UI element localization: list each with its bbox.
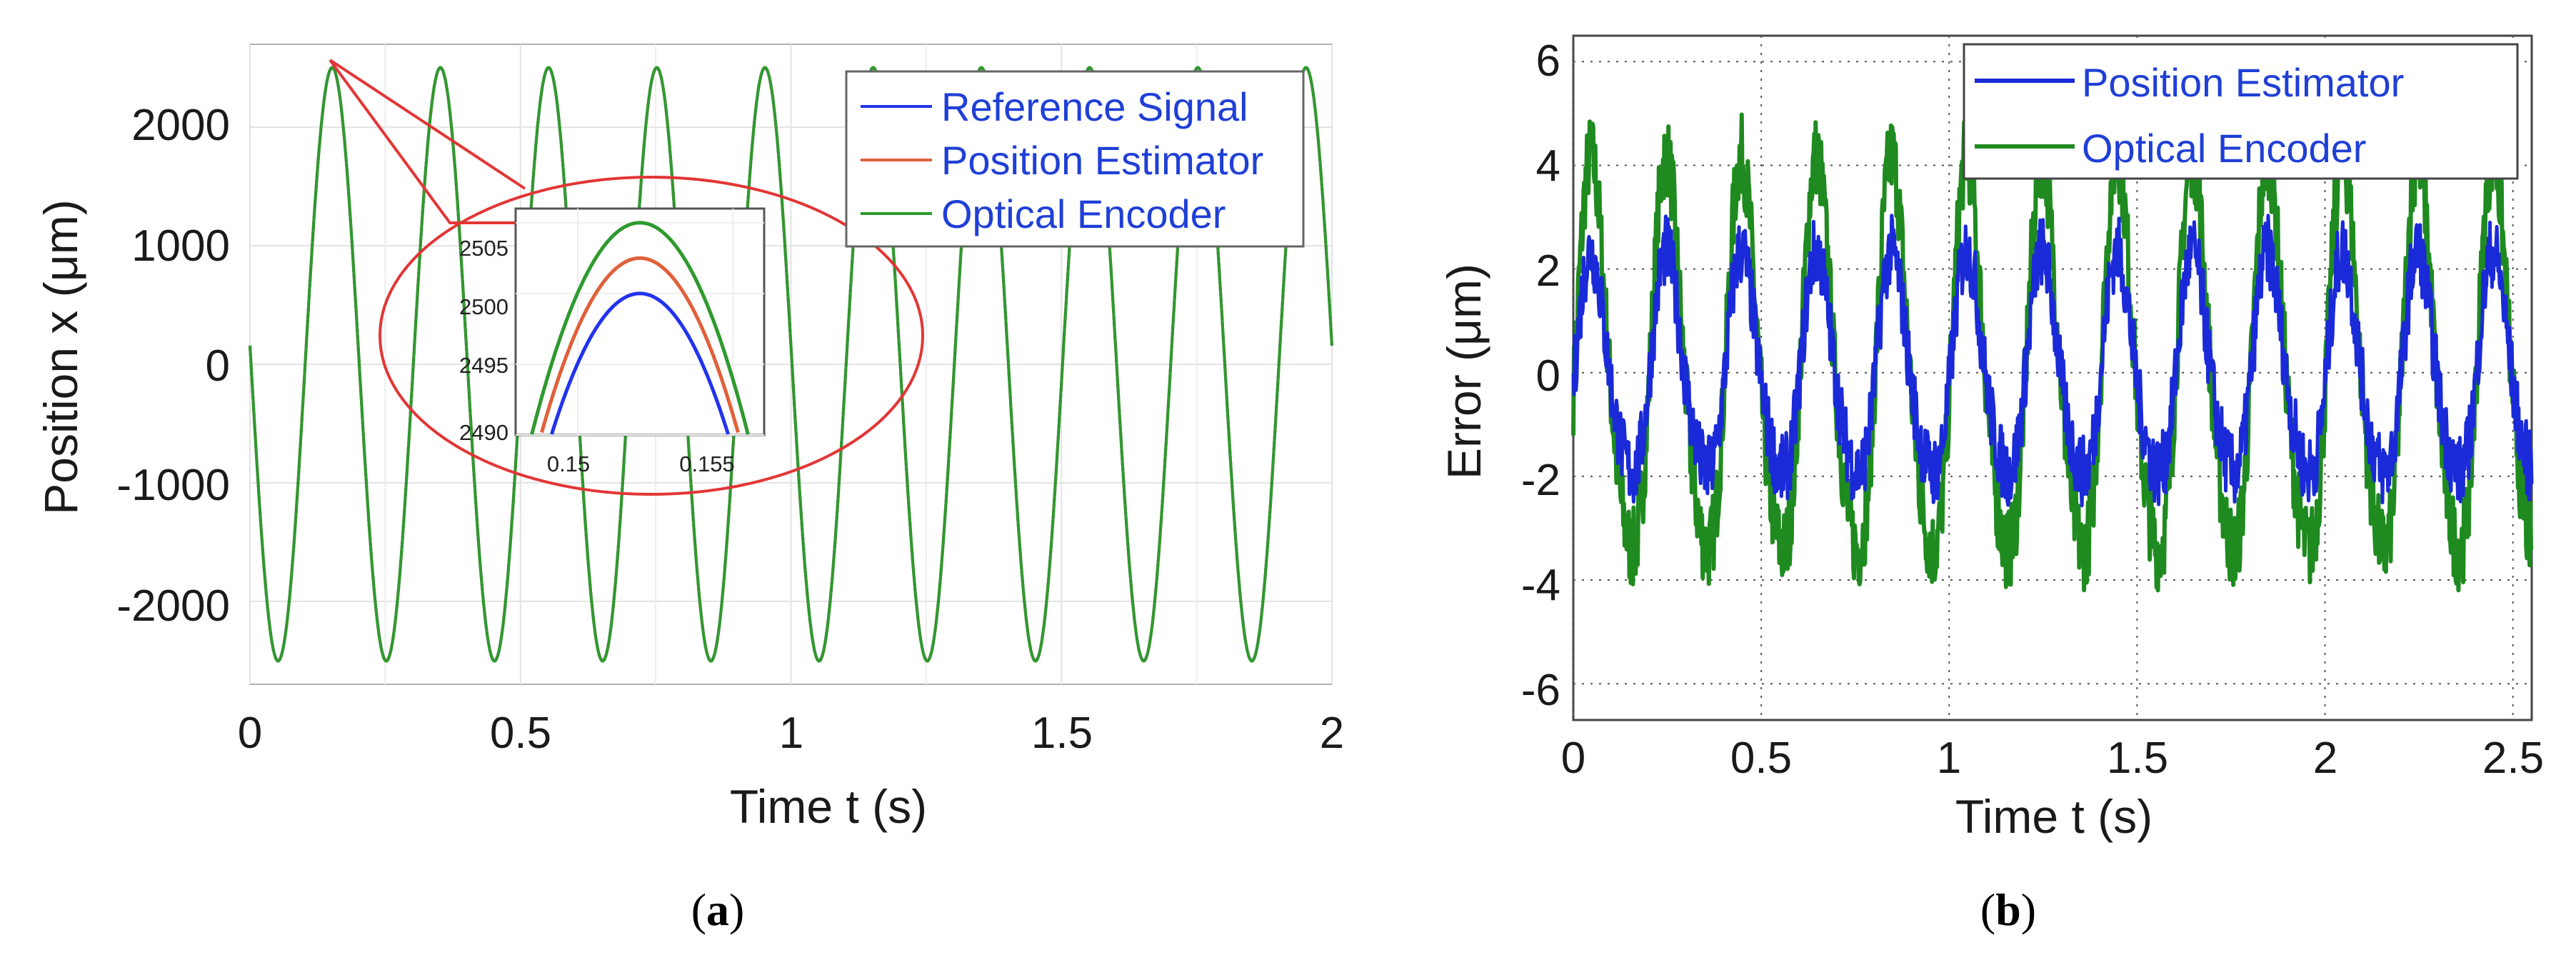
a-xtick-1.5: 1.5	[1031, 709, 1093, 758]
b-xtick-2.5: 2.5	[2482, 734, 2544, 783]
a-xtick-1: 1	[779, 709, 803, 758]
legend-a-label-reference: Reference Signal	[941, 84, 1248, 129]
inset-series	[530, 221, 750, 435]
inset-a: 2505 2500 2495 2490 0.15 0.155	[459, 207, 766, 476]
inset-xtick-0.155: 0.155	[679, 451, 735, 476]
legend-a-label-encoder: Optical Encoder	[941, 191, 1226, 236]
a-xlabel: Time t (s)	[730, 780, 927, 833]
panel-label-a: (a)	[691, 884, 745, 935]
b-ytick-neg4: -4	[1521, 561, 1560, 610]
inset-ytick-2505: 2505	[459, 236, 508, 261]
legend-b-label-estimator: Position Estimator	[2082, 60, 2404, 105]
a-xtick-0: 0	[238, 709, 262, 758]
legend-b: Position Estimator Optical Encoder	[1963, 43, 2519, 180]
b-xlabel: Time t (s)	[1955, 790, 2152, 843]
inset-series-reference	[550, 291, 730, 435]
b-ytick-0: 0	[1536, 351, 1560, 401]
inset-frame	[514, 207, 766, 436]
legend-b-box	[1963, 43, 2519, 180]
b-xtick-1.5: 1.5	[2107, 734, 2168, 783]
b-ytick-neg2: -2	[1521, 456, 1560, 505]
callout-line	[329, 59, 526, 224]
inset-ytick-2495: 2495	[459, 353, 508, 378]
b-ytick-2: 2	[1536, 246, 1560, 296]
legend-b-label-encoder: Optical Encoder	[2082, 126, 2366, 171]
b-ytick-4: 4	[1536, 141, 1560, 191]
legend-a: Reference Signal Position Estimator Opti…	[845, 70, 1305, 248]
inset-ytick-2490: 2490	[459, 420, 508, 445]
inset-series-estimator	[540, 256, 740, 434]
inset-xtick-0.15: 0.15	[547, 451, 590, 476]
legend-a-label-estimator: Position Estimator	[941, 138, 1263, 183]
zoom-callout	[329, 59, 924, 496]
chart-a: 2505 2500 2495 2490 0.15 0.155 Reference…	[34, 44, 1344, 935]
b-xtick-0.5: 0.5	[1730, 734, 1792, 783]
b-ytick-6: 6	[1536, 36, 1560, 86]
a-ytick-0: 0	[206, 341, 230, 391]
callout-ellipse	[379, 176, 924, 496]
panel-label-b: (b)	[1980, 884, 2036, 935]
b-ylabel: Error (μm)	[1438, 264, 1490, 479]
b-xtick-2: 2	[2313, 734, 2337, 783]
b-series-estimator	[1571, 214, 2534, 508]
inset-series-encoder	[530, 221, 750, 435]
a-xtick-0.5: 0.5	[490, 709, 551, 758]
b-xtick-0: 0	[1561, 734, 1585, 783]
a-ytick-2000: 2000	[131, 101, 230, 150]
b-xtick-1: 1	[1937, 734, 1961, 783]
series-group-a	[249, 66, 1333, 663]
a-ytick-neg2000: -2000	[116, 581, 230, 631]
b-ytick-neg6: -6	[1521, 666, 1560, 715]
a-ylabel: Position x (μm)	[34, 199, 87, 514]
chart-b: Position Estimator Optical Encoder 6 4 2…	[1438, 34, 2544, 935]
inset-ytick-2500: 2500	[459, 294, 508, 319]
a-ytick-neg1000: -1000	[116, 461, 230, 510]
series-group-b	[1571, 112, 2534, 593]
a-xtick-2: 2	[1320, 709, 1344, 758]
a-ytick-1000: 1000	[131, 221, 230, 271]
a-series-encoder	[249, 66, 1333, 663]
b-series-encoder	[1571, 112, 2534, 593]
